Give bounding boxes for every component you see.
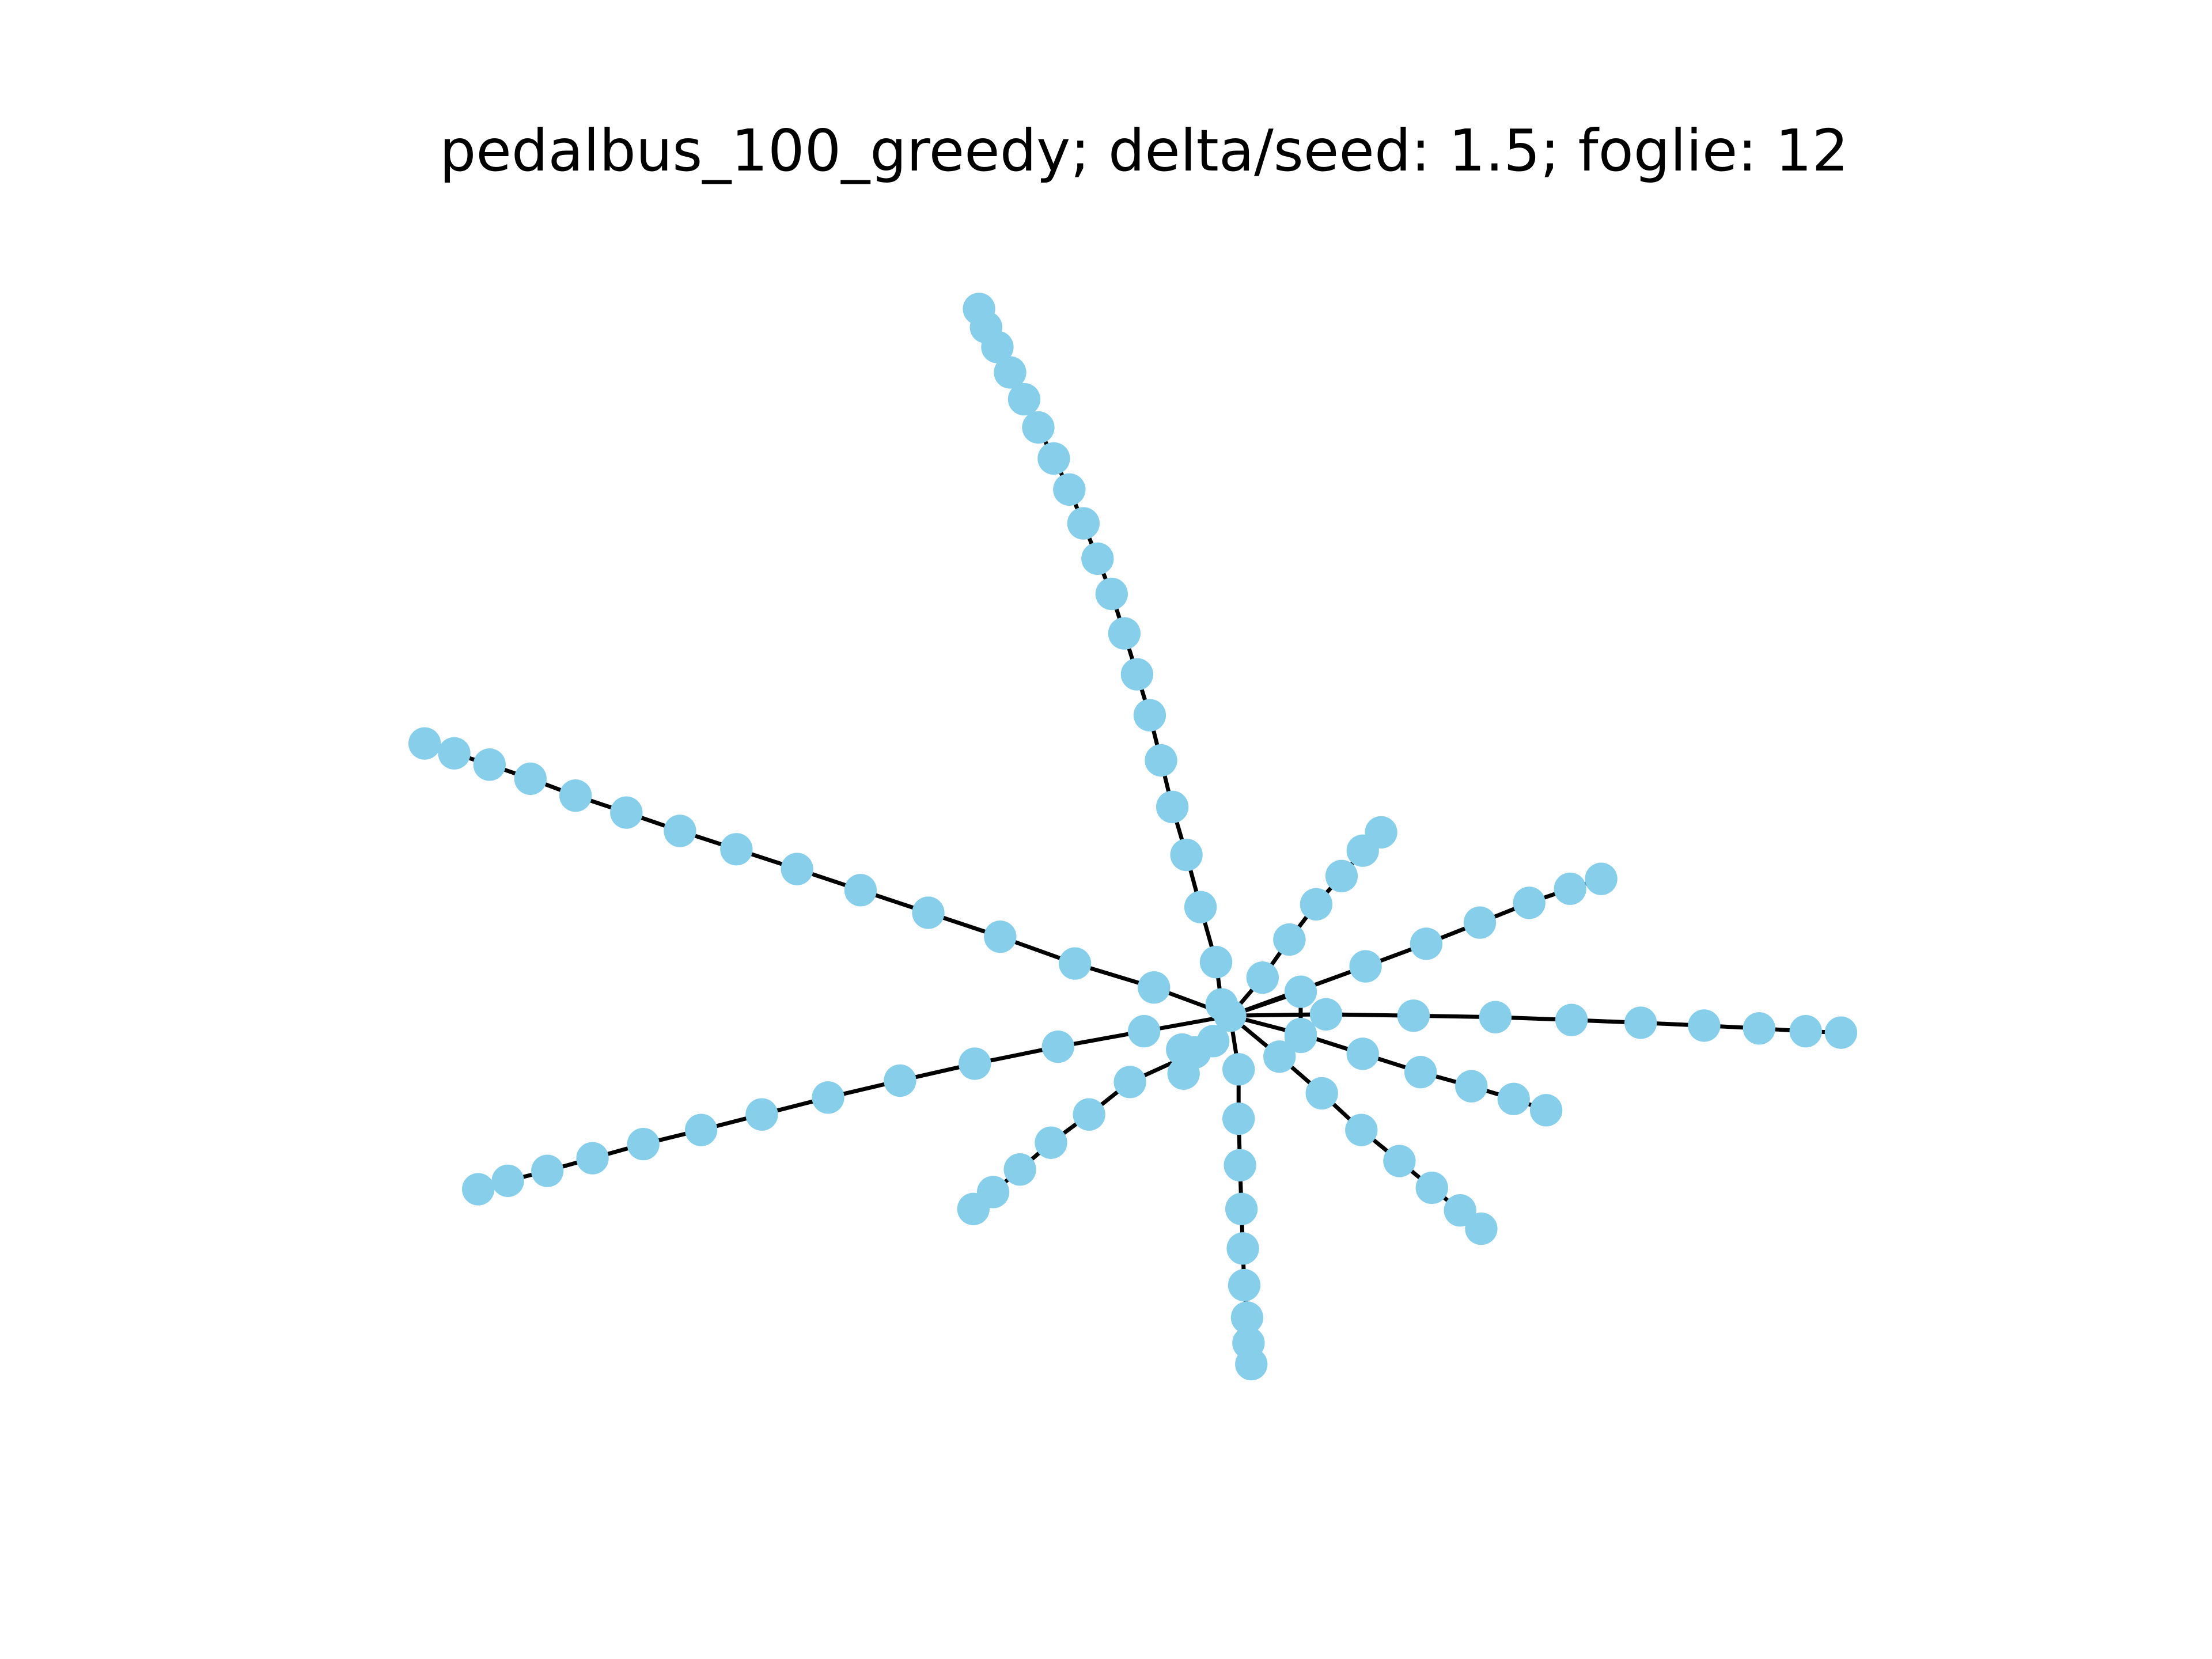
graph-node [844, 874, 877, 907]
graph-node [514, 762, 547, 796]
graph-node [1349, 950, 1382, 983]
graph-node [1003, 1153, 1036, 1186]
graph-node [1224, 1149, 1256, 1182]
graph-node [1226, 1232, 1259, 1265]
graph-node [1037, 442, 1070, 475]
graph-node [462, 1173, 495, 1206]
graph-node [884, 1064, 916, 1097]
graph-node [1108, 617, 1141, 650]
graph-node [1133, 699, 1166, 732]
graph-title: pedalbus_100_greedy; delta/seed: 1.5; fo… [440, 117, 1849, 184]
graph-node [1513, 887, 1546, 919]
graph-node [984, 920, 1017, 953]
graph-node [1273, 923, 1306, 956]
graph-node [1230, 1301, 1264, 1334]
graph-node [1156, 790, 1189, 823]
graph-node [1235, 1348, 1268, 1381]
graph-node [1246, 961, 1279, 994]
graph-node [1053, 473, 1086, 506]
graph-node [1035, 1126, 1067, 1159]
graph-node [1067, 507, 1100, 540]
graph-node [1497, 1082, 1530, 1115]
graph-node [1555, 1003, 1588, 1036]
graph-node [1284, 1020, 1317, 1054]
graph-node [1465, 1212, 1498, 1245]
graph-node [1263, 1040, 1296, 1073]
graph-node [576, 1142, 609, 1175]
graph-node [1225, 1192, 1258, 1225]
graph-node [559, 779, 592, 812]
graph-node [1325, 859, 1358, 892]
graph-node [1095, 577, 1128, 611]
graph-node [1404, 1056, 1437, 1089]
graph-node [664, 815, 696, 847]
graph-node [1170, 838, 1203, 872]
graph-node [1145, 744, 1177, 777]
graph-node [1410, 927, 1443, 960]
graph-node [994, 356, 1027, 389]
graph-node [473, 748, 506, 781]
graph-node [1479, 1001, 1512, 1033]
graph-node [1688, 1009, 1721, 1042]
graph-node [1007, 382, 1041, 416]
graph-node [1345, 1113, 1378, 1146]
graph-node [684, 1113, 718, 1146]
graph-node [1585, 862, 1618, 895]
graph-node [1554, 872, 1586, 906]
graph-node [1284, 975, 1317, 1008]
graph-node [1346, 1037, 1379, 1070]
graph-node [912, 896, 945, 929]
graph-node [957, 1192, 990, 1225]
graph-node [1228, 1268, 1261, 1302]
graph-node [1222, 1053, 1255, 1086]
graph-node [1309, 998, 1343, 1031]
graph-node [1081, 542, 1114, 575]
graph-node [1166, 1033, 1199, 1066]
graph-node [1383, 1145, 1416, 1177]
graph-node [1022, 411, 1055, 444]
graph-node [1113, 1066, 1146, 1099]
graph-node [438, 737, 471, 770]
graph-node [1120, 658, 1154, 691]
graph-node [1184, 891, 1217, 923]
graph-node [963, 293, 995, 325]
graph-node [1624, 1006, 1657, 1039]
graph-node [1138, 971, 1171, 1004]
graph-node [1127, 1015, 1161, 1048]
graph-node [491, 1164, 524, 1197]
graph-node [1196, 1025, 1230, 1058]
graph-node [959, 1047, 991, 1080]
graph-node [1205, 988, 1238, 1021]
graph-node [781, 853, 813, 885]
graph-node [720, 833, 753, 866]
graph-node [531, 1154, 564, 1187]
graph-node [408, 727, 441, 760]
graph-node [1397, 999, 1430, 1032]
graph-node [1444, 1194, 1476, 1227]
graph-node [1300, 888, 1333, 921]
graph-node [1073, 1098, 1105, 1131]
graph-node [1455, 1070, 1488, 1103]
graph-node [1824, 1016, 1858, 1049]
graph-node [1463, 906, 1497, 939]
edges-layer [424, 308, 1842, 1365]
nodes-layer [408, 293, 1858, 1381]
graph-node [1305, 1077, 1338, 1110]
graph-node [1415, 1171, 1448, 1205]
graph-node [1041, 1030, 1074, 1063]
graph-node [1789, 1015, 1822, 1048]
graph-node [1199, 946, 1233, 979]
graph-node [1365, 816, 1397, 849]
graph-node [1222, 1102, 1255, 1135]
graph-node [812, 1081, 844, 1114]
graph-node [745, 1098, 778, 1131]
graph-node [1529, 1094, 1563, 1127]
graph-node [1058, 947, 1092, 980]
graph-node [610, 796, 643, 829]
graph-node [1167, 1057, 1200, 1090]
graph-node [1743, 1012, 1776, 1045]
graph-node [627, 1127, 660, 1161]
